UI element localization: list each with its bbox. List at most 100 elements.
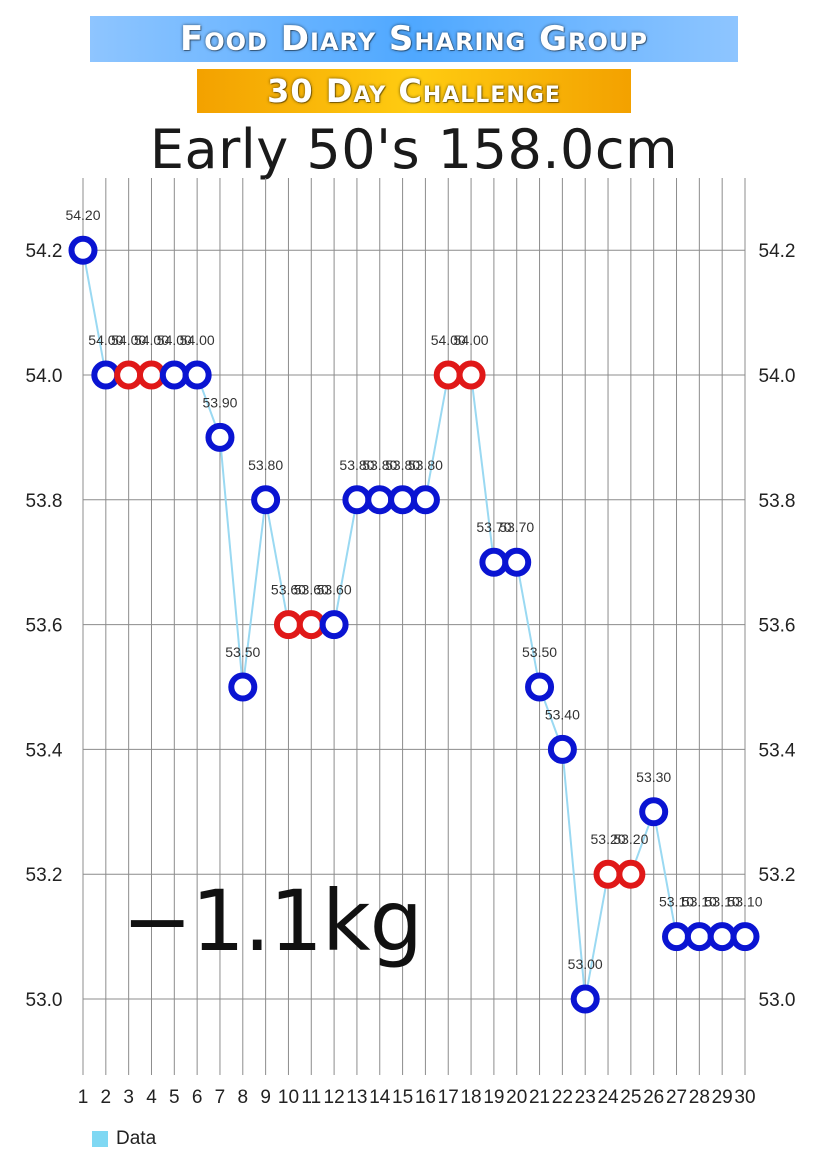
y-tick-label-left: 53.0: [26, 990, 63, 1011]
x-tick-label: 16: [415, 1087, 436, 1108]
data-label: 53.70: [476, 519, 511, 535]
data-point: [639, 797, 669, 827]
data-label: 53.20: [613, 831, 648, 847]
data-label: 53.60: [271, 582, 306, 598]
x-tick-label: 30: [734, 1087, 755, 1108]
challenge-banner: 30 Day Challenge: [197, 69, 631, 113]
y-tick-label-right: 54.0: [759, 366, 796, 387]
data-label: 54.00: [111, 332, 146, 348]
x-tick-label: 28: [689, 1087, 710, 1108]
data-point: [410, 485, 440, 515]
data-label: 53.10: [682, 894, 717, 910]
data-point: [570, 984, 600, 1014]
y-tick-label-left: 53.4: [26, 740, 63, 761]
x-tick-label: 6: [192, 1087, 203, 1108]
data-point: [228, 672, 258, 702]
data-label: 53.80: [385, 457, 420, 473]
title-banner: Food Diary Sharing Group: [90, 16, 738, 62]
data-label: 53.10: [705, 894, 740, 910]
x-tick-label: 25: [620, 1087, 641, 1108]
data-point: [616, 859, 646, 889]
data-label: 53.00: [568, 956, 603, 972]
legend: Data: [92, 1128, 156, 1150]
data-label: 53.70: [499, 519, 534, 535]
x-tick-label: 8: [238, 1087, 249, 1108]
data-point: [114, 360, 144, 390]
y-tick-label-right: 53.6: [759, 616, 796, 637]
data-label: 53.40: [545, 706, 580, 722]
data-point: [684, 922, 714, 952]
y-tick-label-right: 53.8: [759, 491, 796, 512]
data-point: [182, 360, 212, 390]
data-point: [547, 734, 577, 764]
x-tick-label: 21: [529, 1087, 550, 1108]
data-point: [68, 235, 98, 265]
data-point: [730, 922, 760, 952]
x-tick-label: 23: [575, 1087, 596, 1108]
data-point: [342, 485, 372, 515]
x-tick-label: 11: [301, 1087, 321, 1108]
data-label: 54.00: [134, 332, 169, 348]
x-tick-label: 27: [666, 1087, 687, 1108]
data-point: [319, 610, 349, 640]
data-point: [707, 922, 737, 952]
y-tick-label-left: 54.0: [26, 366, 63, 387]
data-point: [433, 360, 463, 390]
data-point: [91, 360, 121, 390]
legend-label: Data: [116, 1128, 157, 1149]
data-label: 54.20: [65, 207, 100, 223]
legend-swatch: [92, 1131, 108, 1147]
data-point: [593, 859, 623, 889]
x-tick-label: 24: [597, 1087, 619, 1108]
x-tick-label: 29: [712, 1087, 733, 1108]
data-point: [159, 360, 189, 390]
data-label: 53.80: [248, 457, 283, 473]
data-point: [502, 547, 532, 577]
data-point: [205, 422, 235, 452]
x-tick-label: 26: [643, 1087, 664, 1108]
x-tick-label: 14: [369, 1087, 391, 1108]
y-tick-label-left: 53.8: [26, 491, 63, 512]
x-tick-label: 7: [215, 1087, 226, 1108]
y-tick-label-right: 54.2: [759, 241, 796, 262]
data-point: [456, 360, 486, 390]
x-tick-label: 19: [483, 1087, 504, 1108]
data-label: 53.60: [294, 582, 329, 598]
data-point: [251, 485, 281, 515]
data-point: [388, 485, 418, 515]
y-tick-label-left: 54.2: [26, 241, 63, 262]
data-point: [296, 610, 326, 640]
x-tick-label: 10: [278, 1087, 299, 1108]
y-tick-label-left: 53.6: [26, 616, 63, 637]
x-tick-label: 18: [460, 1087, 481, 1108]
x-tick-label: 20: [506, 1087, 527, 1108]
x-tick-label: 15: [392, 1087, 413, 1108]
x-tick-label: 13: [346, 1087, 367, 1108]
data-label: 53.30: [636, 769, 671, 785]
data-label: 53.80: [362, 457, 397, 473]
y-tick-label-right: 53.2: [759, 865, 796, 886]
data-label: 53.20: [591, 831, 626, 847]
data-point: [136, 360, 166, 390]
data-label: 53.10: [727, 894, 762, 910]
data-label: 53.10: [659, 894, 694, 910]
data-point: [365, 485, 395, 515]
y-tick-label-right: 53.0: [759, 990, 796, 1011]
data-label: 53.80: [339, 457, 374, 473]
y-tick-label-left: 53.2: [26, 865, 63, 886]
data-point: [479, 547, 509, 577]
x-tick-label: 17: [438, 1087, 459, 1108]
data-label: 54.00: [88, 332, 123, 348]
x-tick-label: 4: [146, 1087, 157, 1108]
data-label: 53.50: [522, 644, 557, 660]
data-label: 54.00: [180, 332, 215, 348]
weight-change-label: −1.1kg: [122, 872, 423, 970]
data-label: 53.90: [202, 394, 237, 410]
data-point: [273, 610, 303, 640]
data-point: [525, 672, 555, 702]
data-point: [662, 922, 692, 952]
x-tick-label: 5: [169, 1087, 180, 1108]
x-tick-label: 22: [552, 1087, 573, 1108]
x-tick-label: 9: [260, 1087, 271, 1108]
